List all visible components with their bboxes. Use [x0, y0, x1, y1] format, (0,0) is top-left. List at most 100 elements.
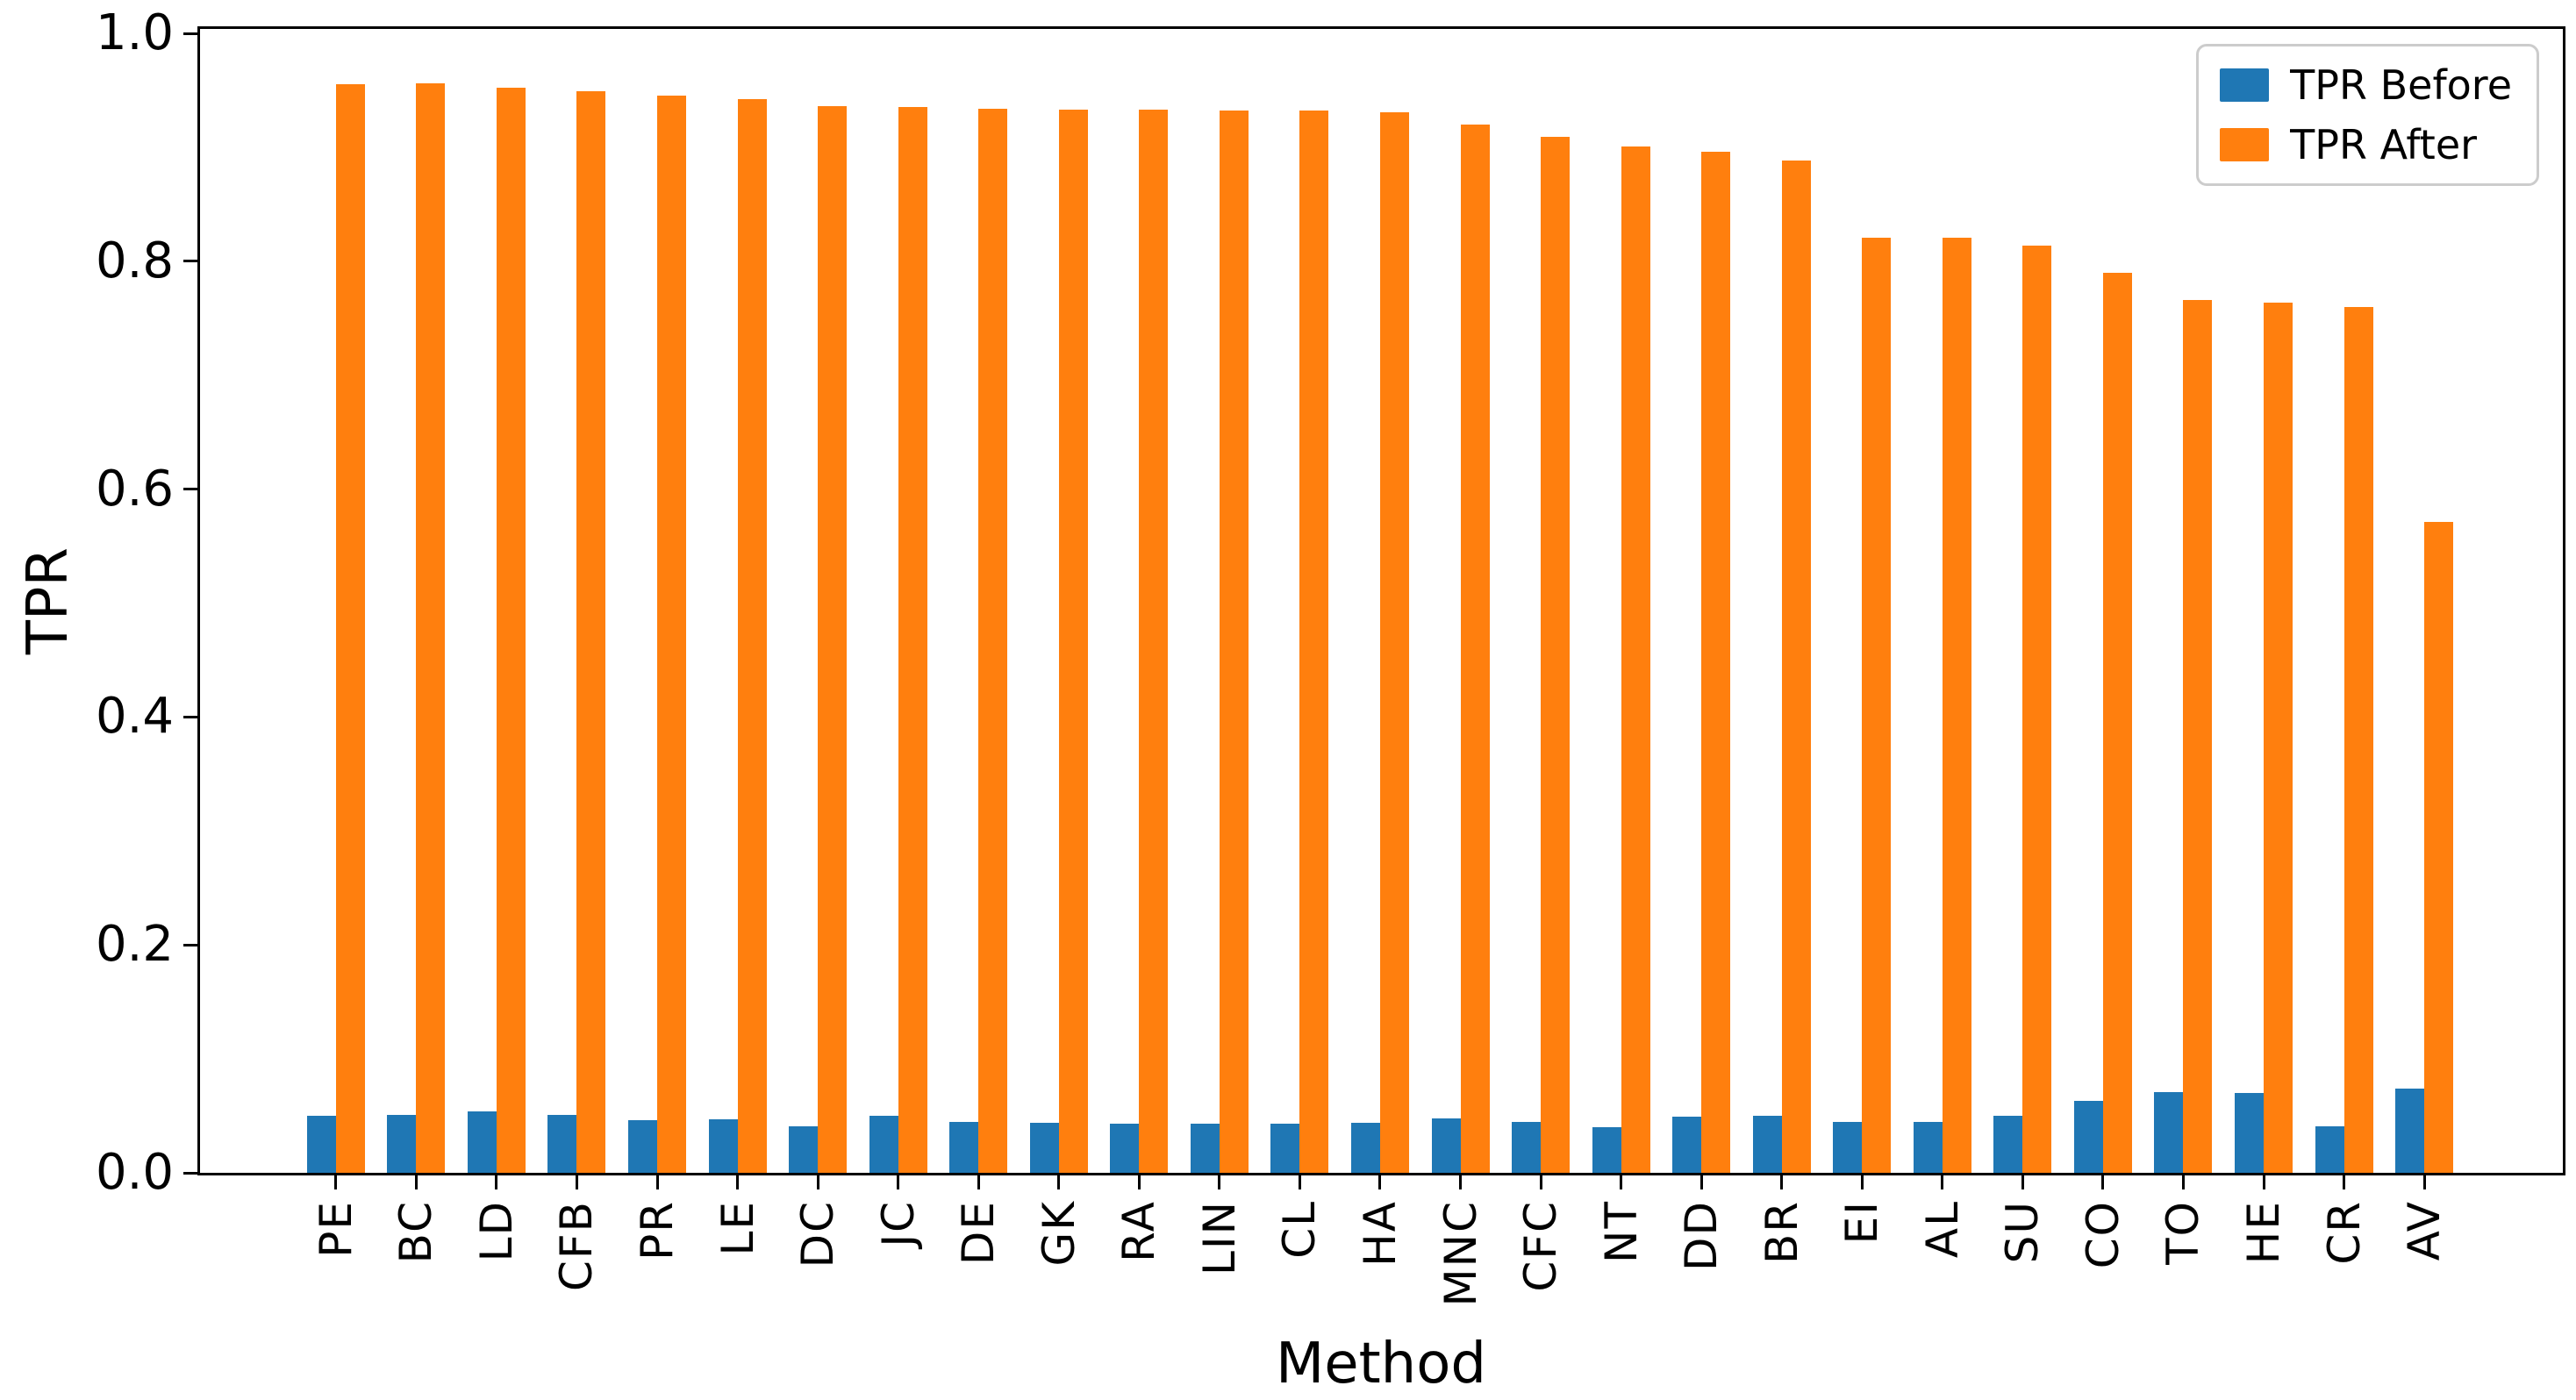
- x-tick-label-text: RA: [1113, 1200, 1165, 1262]
- x-axis-label: Method: [1275, 1332, 1487, 1396]
- x-tick-label-bc: BC: [388, 1200, 444, 1263]
- x-tick-mark-br: [1780, 1175, 1784, 1189]
- y-tick-label-0.6: 0.6: [95, 460, 174, 518]
- x-tick-label-cfb: CFB: [548, 1200, 605, 1291]
- y-tick-label-0.4: 0.4: [95, 688, 174, 746]
- x-tick-mark-ei: [1860, 1175, 1864, 1189]
- x-tick-label-dd: DD: [1673, 1200, 1729, 1271]
- x-tick-label-to: TO: [2155, 1200, 2211, 1265]
- bar-tpr-after-cfc: [1541, 137, 1571, 1173]
- bar-tpr-after-nt: [1621, 146, 1650, 1173]
- bar-tpr-after-co: [2102, 273, 2132, 1173]
- bar-tpr-before-ld: [467, 1111, 497, 1173]
- bar-tpr-before-gk: [1029, 1123, 1059, 1173]
- x-tick-mark-he: [2262, 1175, 2265, 1189]
- bar-tpr-after-br: [1781, 161, 1811, 1173]
- bar-tpr-before-al: [1913, 1122, 1943, 1173]
- legend-item-tpr-after: TPR After: [2220, 122, 2512, 168]
- x-tick-mark-lin: [1218, 1175, 1221, 1189]
- x-tick-label-text: TO: [2157, 1200, 2209, 1265]
- x-tick-mark-bc: [414, 1175, 418, 1189]
- x-tick-label-he: HE: [2236, 1200, 2292, 1264]
- x-tick-mark-le: [736, 1175, 740, 1189]
- y-tick-mark-0.8: [183, 260, 197, 263]
- x-tick-mark-ra: [1137, 1175, 1141, 1189]
- x-tick-label-text: CFB: [551, 1200, 603, 1291]
- bar-tpr-after-dc: [818, 106, 848, 1173]
- bar-tpr-before-nt: [1592, 1127, 1621, 1173]
- bar-tpr-before-av: [2395, 1089, 2425, 1173]
- x-tick-label-text: AV: [2399, 1200, 2451, 1261]
- bar-tpr-after-al: [1942, 238, 1971, 1173]
- bar-tpr-after-cfb: [576, 91, 606, 1173]
- x-tick-label-text: EI: [1836, 1200, 1888, 1245]
- legend-item-tpr-before: TPR Before: [2220, 62, 2512, 108]
- bar-tpr-before-ra: [1110, 1124, 1140, 1173]
- x-tick-label-cr: CR: [2316, 1200, 2372, 1265]
- x-tick-label-text: SU: [1997, 1200, 2049, 1264]
- x-tick-label-text: MNC: [1435, 1200, 1486, 1307]
- bar-tpr-after-ei: [1862, 238, 1892, 1173]
- bar-tpr-after-he: [2264, 303, 2293, 1173]
- x-tick-label-br: BR: [1754, 1200, 1810, 1264]
- bar-tpr-before-mnc: [1431, 1118, 1461, 1173]
- x-tick-label-le: LE: [710, 1200, 766, 1255]
- x-tick-label-ei: EI: [1834, 1200, 1890, 1244]
- x-tick-label-text: BR: [1756, 1200, 1807, 1265]
- legend-swatch-tpr-before: [2220, 68, 2270, 102]
- bar-tpr-after-cr: [2343, 307, 2373, 1173]
- x-tick-mark-su: [2021, 1175, 2024, 1189]
- bar-tpr-before-jc: [869, 1116, 898, 1173]
- x-tick-mark-al: [1941, 1175, 1944, 1189]
- x-tick-label-text: CFC: [1515, 1200, 1567, 1292]
- x-tick-label-text: PE: [310, 1200, 361, 1258]
- bar-tpr-after-jc: [898, 107, 927, 1173]
- x-tick-label-text: DC: [792, 1200, 844, 1268]
- x-tick-mark-cr: [2343, 1175, 2346, 1189]
- x-tick-label-pe: PE: [308, 1200, 364, 1258]
- bar-tpr-after-ld: [496, 88, 526, 1173]
- bar-tpr-after-ra: [1139, 110, 1169, 1173]
- y-axis-label: TPR: [16, 491, 81, 711]
- bar-tpr-after-mnc: [1460, 125, 1490, 1173]
- x-tick-mark-ld: [495, 1175, 498, 1189]
- x-tick-mark-dd: [1699, 1175, 1703, 1189]
- bar-tpr-after-pr: [657, 96, 686, 1173]
- y-tick-label-0.0: 0.0: [95, 1144, 174, 1201]
- x-tick-label-de: DE: [950, 1200, 1006, 1265]
- x-tick-mark-gk: [1057, 1175, 1061, 1189]
- x-tick-label-text: PR: [632, 1200, 683, 1261]
- bar-tpr-after-dd: [1701, 152, 1731, 1173]
- y-tick-mark-0.4: [183, 715, 197, 718]
- bar-tpr-before-cr: [2315, 1126, 2344, 1173]
- legend-label: TPR After: [2290, 121, 2478, 168]
- x-tick-mark-nt: [1620, 1175, 1623, 1189]
- bar-tpr-before-br: [1752, 1116, 1782, 1173]
- y-tick-mark-0.6: [183, 488, 197, 491]
- y-axis-label-text: TPR: [16, 546, 81, 655]
- bar-tpr-after-le: [737, 99, 767, 1173]
- x-tick-label-cl: CL: [1271, 1200, 1327, 1259]
- y-tick-mark-0.2: [183, 943, 197, 946]
- bar-tpr-before-pr: [628, 1120, 657, 1173]
- x-tick-label-text: JC: [872, 1200, 924, 1247]
- y-tick-label-0.2: 0.2: [95, 916, 174, 974]
- x-tick-label-ha: HA: [1352, 1200, 1408, 1267]
- bar-tpr-after-cl: [1299, 111, 1329, 1173]
- bar-tpr-after-bc: [416, 83, 446, 1173]
- y-tick-label-1.0: 1.0: [95, 4, 174, 61]
- x-tick-label-jc: JC: [870, 1200, 927, 1247]
- plot-area: [197, 26, 2565, 1175]
- bar-tpr-before-ha: [1350, 1123, 1380, 1173]
- bar-tpr-before-to: [2154, 1092, 2184, 1173]
- bar-tpr-before-ei: [1833, 1122, 1863, 1173]
- x-tick-label-text: CO: [2077, 1200, 2129, 1269]
- x-tick-mark-av: [2422, 1175, 2426, 1189]
- bar-tpr-before-cfc: [1512, 1122, 1542, 1173]
- x-tick-label-al: AL: [1914, 1200, 1971, 1258]
- x-tick-mark-cfb: [575, 1175, 578, 1189]
- x-tick-label-mnc: MNC: [1433, 1200, 1489, 1306]
- bar-tpr-before-le: [708, 1119, 738, 1173]
- x-tick-label-dc: DC: [790, 1200, 846, 1268]
